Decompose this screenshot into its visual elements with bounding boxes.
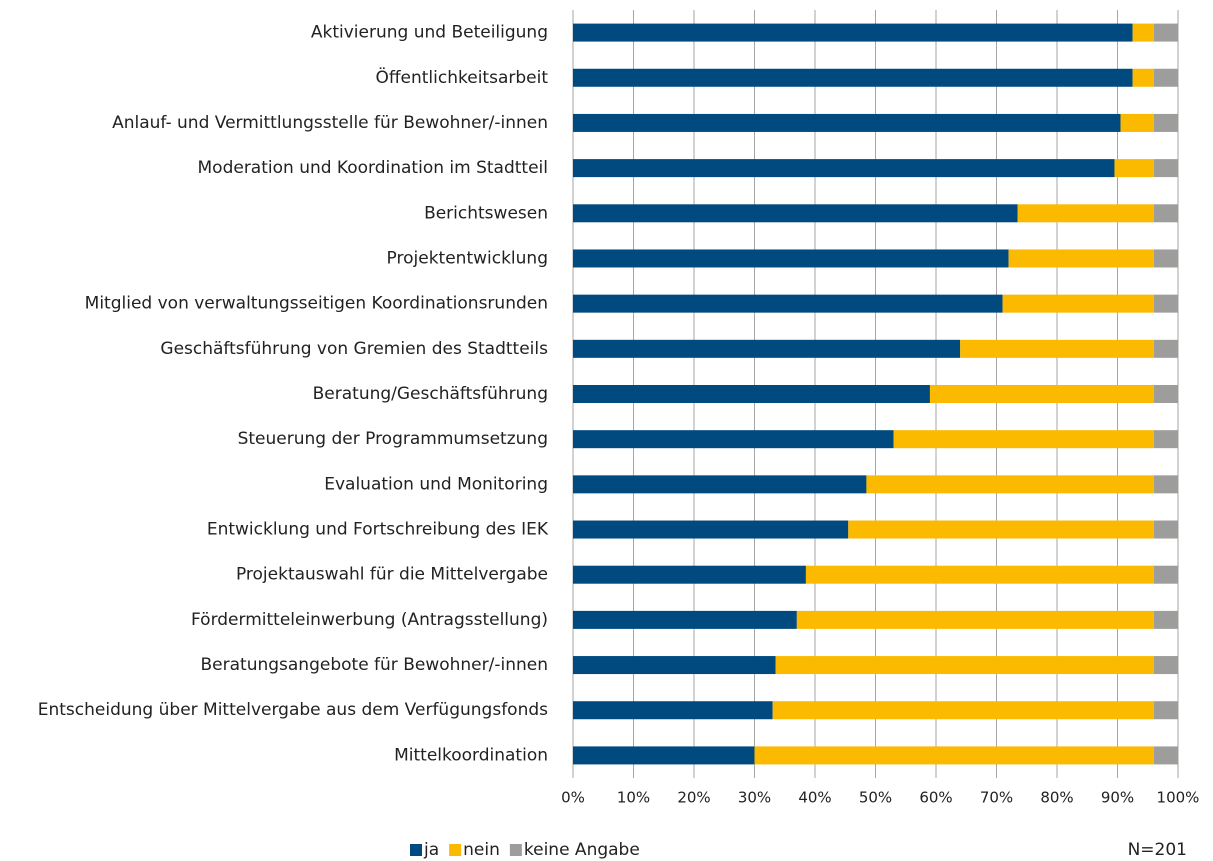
bar-segment bbox=[1153, 610, 1178, 629]
bar-segment bbox=[573, 68, 1133, 87]
bar-segment bbox=[1153, 385, 1178, 403]
bar-segment bbox=[1153, 565, 1178, 584]
bar-segment bbox=[1153, 339, 1178, 358]
legend-label: keine Angabe bbox=[524, 840, 640, 860]
x-tick-label: 60% bbox=[919, 789, 952, 807]
bar-segment bbox=[573, 249, 1009, 268]
bar-segment bbox=[866, 475, 1154, 494]
bar-segment bbox=[573, 520, 849, 539]
bar-segment bbox=[573, 430, 894, 449]
x-tick-label: 0% bbox=[561, 789, 585, 807]
bar-segment bbox=[1153, 746, 1178, 765]
bar-segment bbox=[573, 701, 773, 720]
y-tick-label: Entwicklung und Fortschreibung des IEK bbox=[207, 520, 549, 540]
bar-segment bbox=[1153, 249, 1178, 268]
legend-label: nein bbox=[463, 840, 500, 860]
bar-segment bbox=[1153, 159, 1178, 178]
bar-segment bbox=[1153, 23, 1178, 42]
y-tick-label: Projektentwicklung bbox=[387, 248, 548, 268]
legend-swatch bbox=[509, 844, 522, 856]
bar-segment bbox=[1153, 294, 1178, 313]
bar-segment bbox=[1114, 159, 1154, 178]
x-tick-label: 10% bbox=[617, 789, 650, 807]
y-tick-label: Beratungsangebote für Bewohner/-innen bbox=[201, 655, 549, 675]
x-tick-label: 30% bbox=[738, 789, 771, 807]
bar-segment bbox=[573, 159, 1115, 178]
x-tick-label: 100% bbox=[1157, 789, 1200, 807]
bar-segment bbox=[573, 610, 797, 629]
x-tick-label: 40% bbox=[798, 789, 831, 807]
y-tick-label: Aktivierung und Beteiligung bbox=[311, 23, 548, 43]
bar-segment bbox=[573, 113, 1121, 132]
y-tick-label: Berichtswesen bbox=[424, 203, 548, 223]
bar-segment bbox=[1017, 204, 1154, 223]
bar-segment bbox=[893, 430, 1154, 449]
x-tick-label: 70% bbox=[980, 789, 1013, 807]
y-tick-label: Anlauf- und Vermittlungsstelle für Bewoh… bbox=[112, 113, 548, 133]
y-tick-label: Geschäftsführung von Gremien des Stadtte… bbox=[160, 339, 548, 359]
bar-segment bbox=[929, 385, 1154, 403]
y-tick-label: Moderation und Koordination im Stadtteil bbox=[198, 158, 549, 178]
y-tick-label: Mitglied von verwaltungsseitigen Koordin… bbox=[85, 294, 548, 314]
legend-label: ja bbox=[423, 840, 439, 860]
bar-segment bbox=[1153, 113, 1178, 132]
bar-segment bbox=[573, 565, 806, 584]
bar-segment bbox=[1002, 294, 1154, 313]
bar-segment bbox=[1153, 204, 1178, 223]
y-tick-label: Projektauswahl für die Mittelvergabe bbox=[236, 565, 548, 585]
bar-segment bbox=[1132, 23, 1154, 42]
bar-segment bbox=[573, 294, 1003, 313]
bar-segment bbox=[796, 610, 1154, 629]
legend-swatch bbox=[410, 844, 422, 856]
bar-segment bbox=[573, 23, 1133, 42]
bar-segment bbox=[1153, 430, 1178, 449]
bar-segment bbox=[1132, 68, 1154, 87]
bar-segment bbox=[1153, 656, 1178, 675]
bar-segment bbox=[1153, 520, 1178, 539]
bar-segment bbox=[1153, 475, 1178, 494]
bar-segment bbox=[573, 385, 930, 403]
bar-segment bbox=[1153, 701, 1178, 720]
bar-segment bbox=[573, 475, 867, 494]
bar-segment bbox=[573, 656, 776, 675]
y-tick-label: Evaluation und Monitoring bbox=[324, 474, 548, 494]
y-tick-label: Fördermitteleinwerbung (Antragsstellung) bbox=[191, 610, 548, 630]
bar-segment bbox=[573, 204, 1018, 223]
bar-segment bbox=[573, 339, 961, 358]
y-tick-label: Öffentlichkeitsarbeit bbox=[375, 66, 548, 88]
bar-segment bbox=[772, 701, 1154, 720]
x-tick-label: 50% bbox=[859, 789, 892, 807]
bar-segment bbox=[848, 520, 1154, 539]
legend-swatch bbox=[449, 844, 462, 856]
y-tick-label: Steuerung der Programmumsetzung bbox=[238, 429, 548, 449]
bar-segment bbox=[573, 746, 755, 765]
y-tick-label: Mittelkoordination bbox=[394, 745, 548, 765]
bar-segment bbox=[1120, 113, 1154, 132]
x-tick-label: 80% bbox=[1040, 789, 1073, 807]
bar-segment bbox=[1008, 249, 1154, 268]
x-tick-label: 20% bbox=[677, 789, 710, 807]
bar-segment bbox=[775, 656, 1154, 675]
y-tick-label: Entscheidung über Mittelvergabe aus dem … bbox=[38, 700, 548, 720]
annotation: N=201 bbox=[1128, 840, 1187, 860]
bar-segment bbox=[1153, 68, 1178, 87]
bar-segment bbox=[960, 339, 1154, 358]
y-tick-label: Beratung/Geschäftsführung bbox=[313, 384, 548, 404]
bar-segment bbox=[805, 565, 1154, 584]
bar-segment bbox=[754, 746, 1154, 765]
x-tick-label: 90% bbox=[1101, 789, 1134, 807]
